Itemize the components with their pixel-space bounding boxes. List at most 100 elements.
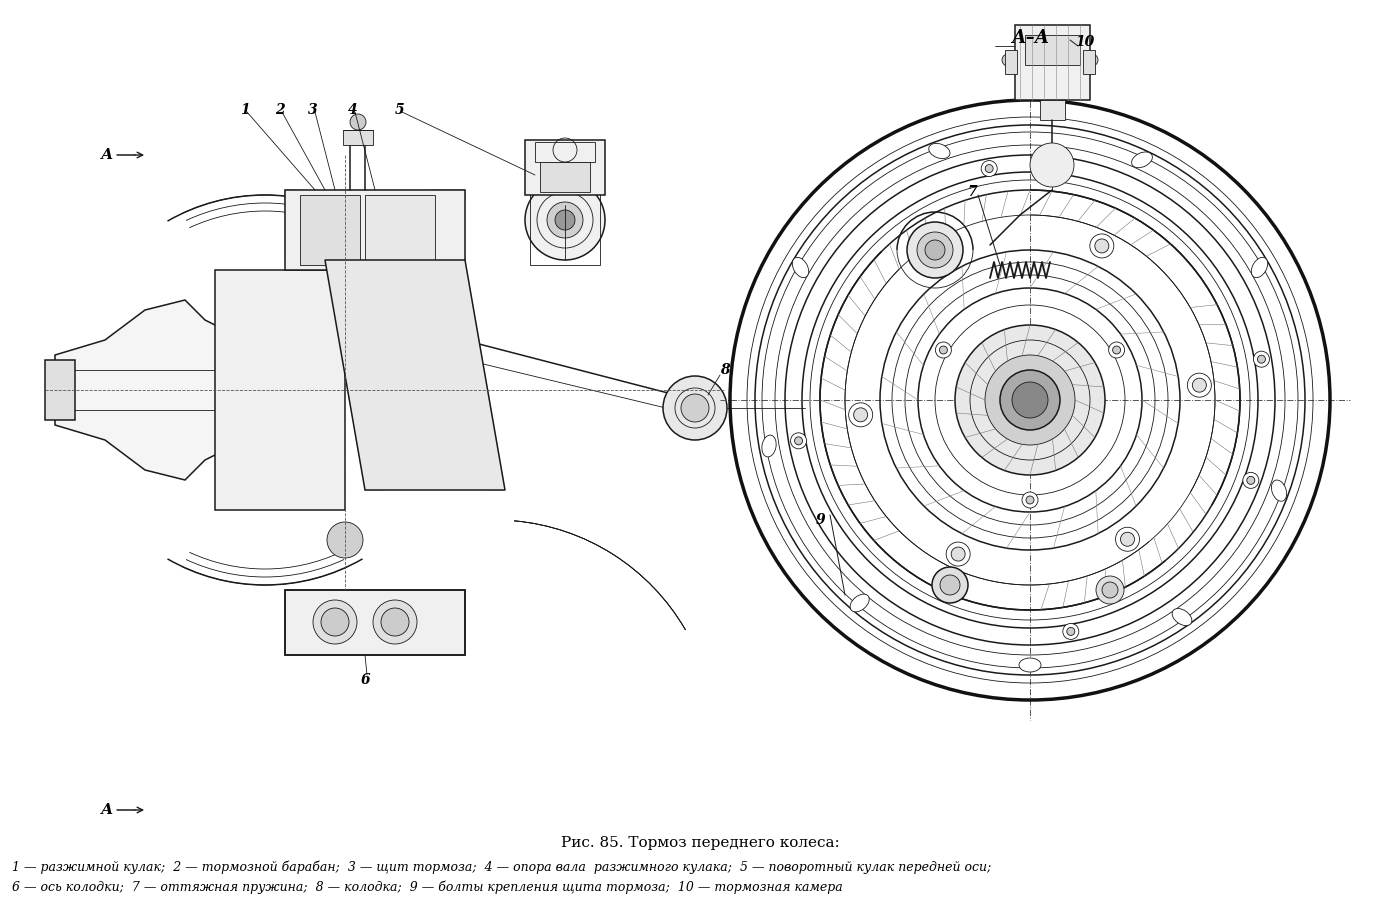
Text: А: А xyxy=(101,148,113,162)
Circle shape xyxy=(1067,628,1075,635)
Text: 10: 10 xyxy=(1075,35,1095,49)
Bar xyxy=(1005,50,1016,74)
Ellipse shape xyxy=(1131,152,1152,168)
Text: 2: 2 xyxy=(276,103,284,117)
Polygon shape xyxy=(55,300,225,480)
Ellipse shape xyxy=(1271,480,1287,501)
Circle shape xyxy=(664,376,727,440)
Bar xyxy=(216,270,344,510)
Circle shape xyxy=(854,408,868,422)
Polygon shape xyxy=(430,190,465,260)
Circle shape xyxy=(1086,54,1098,66)
Circle shape xyxy=(791,433,806,449)
Circle shape xyxy=(1096,576,1124,604)
Circle shape xyxy=(547,202,582,238)
Circle shape xyxy=(935,342,952,358)
Circle shape xyxy=(951,547,965,561)
Circle shape xyxy=(1102,582,1119,598)
Text: А–А: А–А xyxy=(1011,29,1049,47)
Circle shape xyxy=(1120,533,1134,546)
Text: 1: 1 xyxy=(241,103,249,117)
Text: 3: 3 xyxy=(308,103,318,117)
Polygon shape xyxy=(55,355,105,370)
Circle shape xyxy=(1193,378,1207,392)
Circle shape xyxy=(981,161,997,176)
Circle shape xyxy=(946,542,970,566)
Bar xyxy=(365,195,435,265)
Bar xyxy=(531,175,601,265)
Circle shape xyxy=(554,210,575,230)
Ellipse shape xyxy=(1252,258,1267,278)
Bar xyxy=(1084,50,1095,74)
Bar xyxy=(1015,25,1091,100)
Circle shape xyxy=(321,608,349,636)
Circle shape xyxy=(986,164,993,173)
Bar xyxy=(286,190,465,270)
Circle shape xyxy=(920,248,945,272)
Circle shape xyxy=(848,402,872,426)
Polygon shape xyxy=(286,190,465,200)
Bar xyxy=(45,360,76,420)
Circle shape xyxy=(372,600,417,644)
Bar xyxy=(1025,35,1079,65)
Circle shape xyxy=(1026,496,1035,504)
Circle shape xyxy=(986,355,1075,445)
Ellipse shape xyxy=(792,258,809,278)
Polygon shape xyxy=(325,260,385,490)
Bar xyxy=(286,590,465,655)
Text: 8: 8 xyxy=(720,363,729,377)
Circle shape xyxy=(1243,473,1259,488)
Circle shape xyxy=(925,240,945,260)
Bar xyxy=(300,195,360,265)
Circle shape xyxy=(1257,355,1266,363)
Circle shape xyxy=(932,567,967,603)
Circle shape xyxy=(525,180,605,260)
Polygon shape xyxy=(286,190,300,260)
Text: 5: 5 xyxy=(395,103,405,117)
Circle shape xyxy=(381,608,409,636)
Polygon shape xyxy=(325,260,505,490)
Text: 9: 9 xyxy=(815,513,825,527)
Ellipse shape xyxy=(1172,608,1191,626)
Text: 7: 7 xyxy=(967,185,977,199)
Text: 1 — разжимной кулак;  2 — тормозной барабан;  3 — щит тормоза;  4 — опора вала  : 1 — разжимной кулак; 2 — тормозной бараб… xyxy=(13,860,991,874)
Circle shape xyxy=(1253,351,1270,367)
Ellipse shape xyxy=(928,143,951,159)
Text: 6: 6 xyxy=(360,673,370,687)
Circle shape xyxy=(314,600,357,644)
Ellipse shape xyxy=(850,594,869,612)
Circle shape xyxy=(1187,373,1211,397)
Text: 6 — ось колодки;  7 — оттяжная пружина;  8 — колодка;  9 — болты крепления щита : 6 — ось колодки; 7 — оттяжная пружина; 8… xyxy=(13,881,843,893)
Circle shape xyxy=(907,222,963,278)
Circle shape xyxy=(1116,527,1140,551)
Text: А: А xyxy=(101,803,113,817)
Bar xyxy=(535,142,595,162)
Circle shape xyxy=(939,575,960,595)
Ellipse shape xyxy=(762,435,776,457)
Bar xyxy=(540,162,589,192)
Bar xyxy=(1040,100,1065,120)
Circle shape xyxy=(917,232,953,268)
Circle shape xyxy=(1000,370,1060,430)
Bar xyxy=(525,140,605,195)
Circle shape xyxy=(1063,623,1079,640)
Circle shape xyxy=(1022,492,1037,508)
Circle shape xyxy=(1113,346,1120,354)
Text: 4: 4 xyxy=(349,103,358,117)
Bar xyxy=(286,590,465,655)
Circle shape xyxy=(328,522,363,558)
Circle shape xyxy=(1095,239,1109,253)
Circle shape xyxy=(1247,476,1254,485)
Circle shape xyxy=(939,346,948,354)
Circle shape xyxy=(955,325,1105,475)
Circle shape xyxy=(1002,54,1014,66)
Circle shape xyxy=(350,114,365,130)
Circle shape xyxy=(1030,143,1074,187)
Circle shape xyxy=(1089,234,1114,258)
Circle shape xyxy=(925,254,939,268)
Bar xyxy=(343,130,372,145)
Circle shape xyxy=(1012,382,1049,418)
Circle shape xyxy=(1109,342,1124,358)
Polygon shape xyxy=(55,410,105,425)
Circle shape xyxy=(680,394,708,422)
